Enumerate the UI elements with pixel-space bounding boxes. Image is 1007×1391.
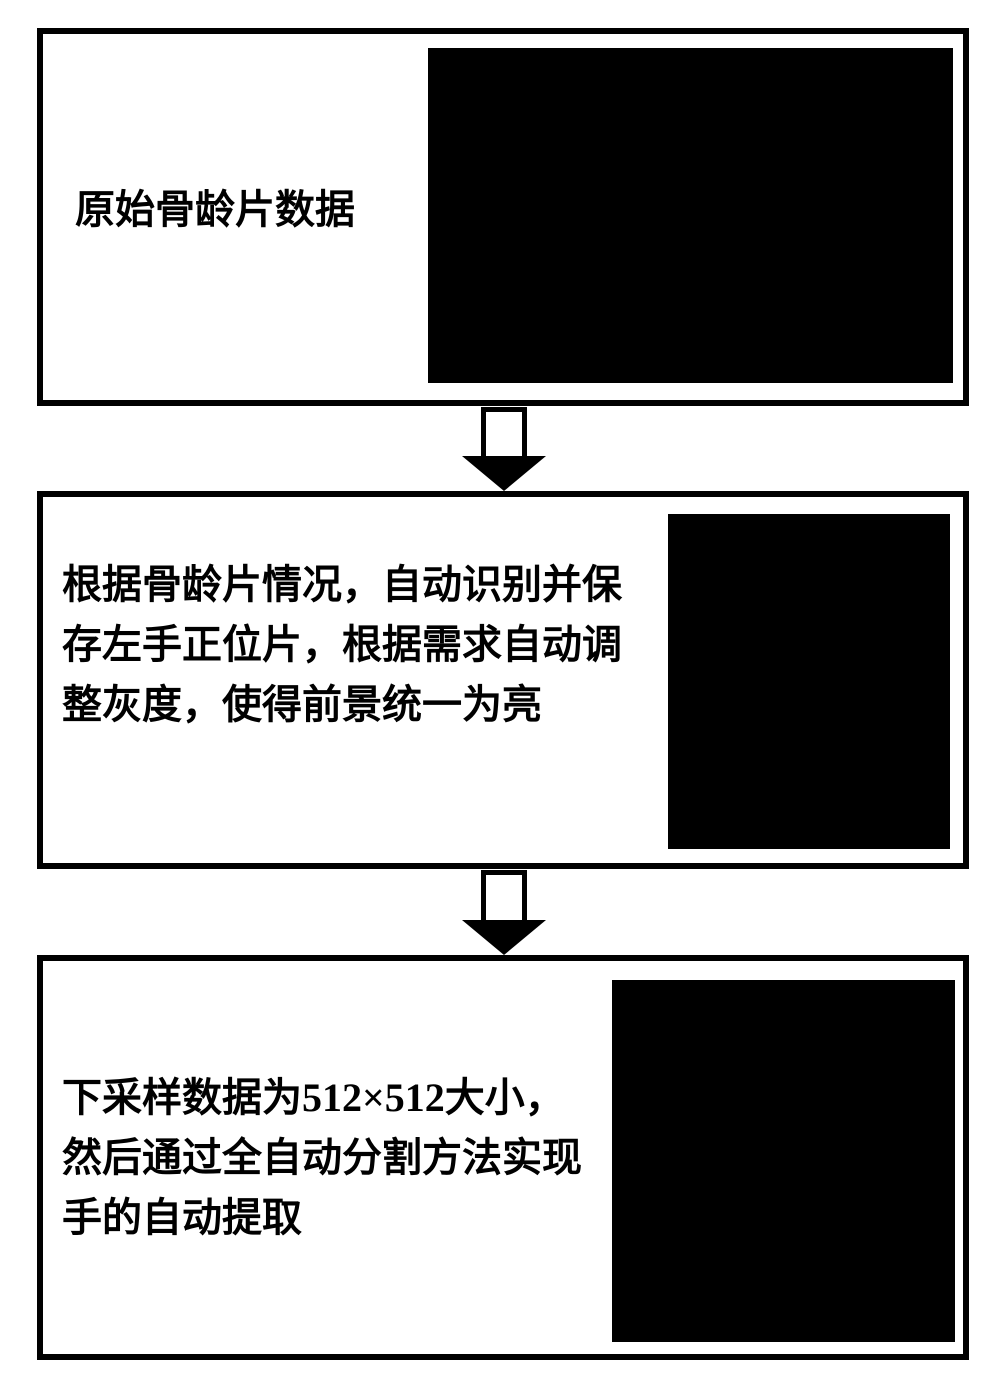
arrow1-head <box>462 456 546 491</box>
step1-image <box>428 48 953 383</box>
arrow2-stem <box>481 870 527 923</box>
step2-label: 根据骨龄片情况，自动识别并保存左手正位片，根据需求自动调整灰度，使得前景统一为亮 <box>62 555 632 735</box>
step2-image <box>668 514 950 849</box>
flowchart-canvas: 原始骨龄片数据 根据骨龄片情况，自动识别并保存左手正位片，根据需求自动调整灰度，… <box>0 0 1007 1391</box>
arrow2-head <box>462 920 546 955</box>
step3-label: 下采样数据为512×512大小，然后通过全自动分割方法实现手的自动提取 <box>62 1068 592 1248</box>
arrow1-stem <box>481 407 527 460</box>
step3-image <box>612 980 955 1342</box>
step1-label: 原始骨龄片数据 <box>75 180 415 240</box>
